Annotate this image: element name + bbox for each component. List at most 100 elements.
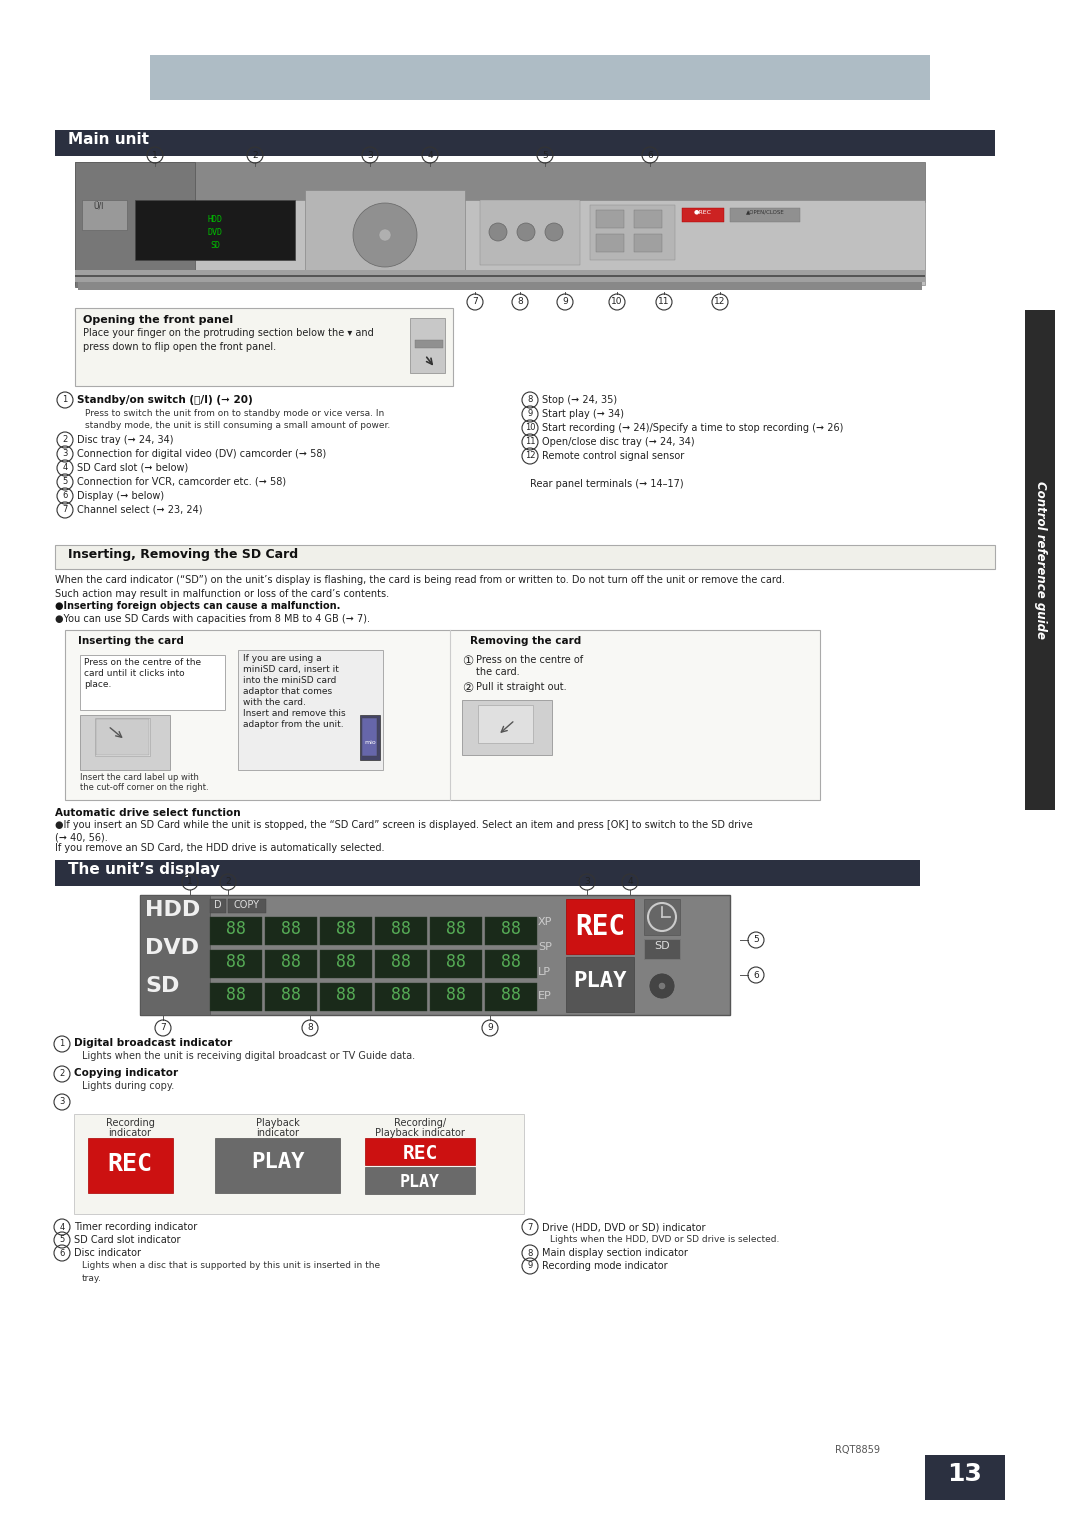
Text: 88: 88 <box>336 986 356 1004</box>
Text: with the card.: with the card. <box>243 698 306 707</box>
Bar <box>210 950 262 978</box>
Text: Connection for VCR, camcorder etc. (➞ 58): Connection for VCR, camcorder etc. (➞ 58… <box>77 477 286 487</box>
Text: Rear panel terminals (➞ 14–17): Rear panel terminals (➞ 14–17) <box>530 478 684 489</box>
Text: Inserting the card: Inserting the card <box>78 636 184 646</box>
Text: REC: REC <box>575 914 625 941</box>
Text: Disc indicator: Disc indicator <box>75 1248 141 1258</box>
Bar <box>75 162 924 202</box>
Text: Lights during copy.: Lights during copy. <box>82 1080 174 1091</box>
Text: Automatic drive select function: Automatic drive select function <box>55 808 241 817</box>
Text: 4: 4 <box>59 1222 65 1232</box>
Bar <box>82 200 127 231</box>
Circle shape <box>649 973 675 999</box>
Text: 11: 11 <box>658 298 670 307</box>
Text: PLAY: PLAY <box>400 1174 440 1190</box>
Bar <box>210 917 262 944</box>
Bar <box>95 718 150 756</box>
Bar <box>75 270 924 283</box>
Text: 13: 13 <box>947 1462 983 1487</box>
Bar <box>644 898 680 935</box>
Text: mio: mio <box>364 740 376 746</box>
Bar <box>215 1138 340 1193</box>
Text: 5: 5 <box>59 1236 65 1244</box>
Text: D: D <box>214 900 221 911</box>
Text: ●You can use SD Cards with capacities from 8 MB to 4 GB (➞ 7).: ●You can use SD Cards with capacities fr… <box>55 614 370 623</box>
Text: Recording/: Recording/ <box>394 1118 446 1128</box>
Bar <box>210 983 262 1012</box>
Text: 6: 6 <box>647 150 653 159</box>
Text: 2: 2 <box>59 1070 65 1079</box>
Circle shape <box>489 223 507 241</box>
Text: Copying indicator: Copying indicator <box>75 1068 178 1077</box>
Text: the card.: the card. <box>476 668 519 677</box>
Text: Lights when the HDD, DVD or SD drive is selected.: Lights when the HDD, DVD or SD drive is … <box>550 1235 780 1244</box>
Bar <box>80 656 225 711</box>
Bar <box>320 950 372 978</box>
Bar <box>596 234 624 252</box>
Text: EP: EP <box>538 992 552 1001</box>
Text: 3: 3 <box>63 449 68 458</box>
Text: Opening the front panel: Opening the front panel <box>83 315 233 325</box>
Text: 7: 7 <box>160 1024 166 1033</box>
Text: 88: 88 <box>446 953 465 970</box>
Bar <box>75 309 453 387</box>
Text: REC: REC <box>108 1152 152 1177</box>
Bar <box>305 189 465 270</box>
Text: adaptor that comes: adaptor that comes <box>243 688 333 695</box>
Circle shape <box>379 229 391 241</box>
Text: Press on the centre of the: Press on the centre of the <box>84 659 201 668</box>
Bar <box>365 1167 475 1193</box>
Bar <box>55 860 920 886</box>
Bar <box>150 55 930 99</box>
Bar <box>566 957 634 1012</box>
Bar <box>634 209 662 228</box>
Text: Open/close disc tray (➞ 24, 34): Open/close disc tray (➞ 24, 34) <box>542 437 694 448</box>
Text: SP: SP <box>538 941 552 952</box>
Bar <box>210 898 226 914</box>
Text: Main unit: Main unit <box>68 131 149 147</box>
Text: Display (➞ below): Display (➞ below) <box>77 490 164 501</box>
Circle shape <box>353 203 417 267</box>
Text: miniSD card, insert it: miniSD card, insert it <box>243 665 339 674</box>
Text: 6: 6 <box>63 492 68 501</box>
Text: XP: XP <box>538 917 552 927</box>
Text: Pull it straight out.: Pull it straight out. <box>476 681 567 692</box>
Bar <box>135 200 295 260</box>
Text: REC: REC <box>403 1144 437 1163</box>
Text: HDD: HDD <box>207 215 222 225</box>
Text: into the miniSD card: into the miniSD card <box>243 675 336 685</box>
Bar <box>596 209 624 228</box>
Bar <box>478 704 534 743</box>
Text: 8: 8 <box>527 396 532 405</box>
Text: 7: 7 <box>63 506 68 515</box>
Text: ▲OPEN/CLOSE: ▲OPEN/CLOSE <box>745 209 784 214</box>
Bar <box>644 940 680 960</box>
Text: The unit’s display: The unit’s display <box>68 862 220 877</box>
Text: 3: 3 <box>367 150 373 159</box>
Bar <box>75 200 924 286</box>
Text: 88: 88 <box>501 953 521 970</box>
Text: 4: 4 <box>63 463 68 472</box>
Text: press down to flip open the front panel.: press down to flip open the front panel. <box>83 342 276 351</box>
Text: Drive (HDD, DVD or SD) indicator: Drive (HDD, DVD or SD) indicator <box>542 1222 705 1232</box>
Text: 88: 88 <box>336 920 356 938</box>
Text: 4: 4 <box>627 877 633 886</box>
Bar <box>360 715 380 759</box>
Text: 4: 4 <box>428 150 433 159</box>
Bar <box>430 950 482 978</box>
Text: 88: 88 <box>391 920 411 938</box>
Bar <box>375 917 427 944</box>
Text: Place your finger on the protruding section below the ▾ and: Place your finger on the protruding sect… <box>83 329 374 338</box>
Text: If you are using a: If you are using a <box>243 654 322 663</box>
Text: 11: 11 <box>525 437 536 446</box>
Bar <box>228 898 266 914</box>
Text: SD Card slot (➞ below): SD Card slot (➞ below) <box>77 463 188 474</box>
Text: Playback: Playback <box>256 1118 300 1128</box>
Text: Main display section indicator: Main display section indicator <box>542 1248 688 1258</box>
Bar <box>462 700 552 755</box>
Text: PLAY: PLAY <box>573 970 626 992</box>
Text: HDD: HDD <box>145 900 200 920</box>
Text: Recording mode indicator: Recording mode indicator <box>542 1261 667 1271</box>
Text: Connection for digital video (DV) camcorder (➞ 58): Connection for digital video (DV) camcor… <box>77 449 326 458</box>
Bar <box>75 275 924 277</box>
